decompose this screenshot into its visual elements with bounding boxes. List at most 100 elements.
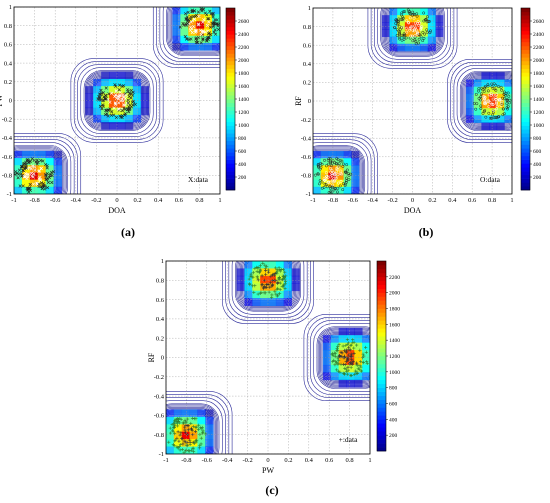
heat-cell (172, 28, 181, 37)
y-tick-label: 0.2 (303, 80, 311, 87)
data-point (133, 102, 137, 107)
data-point (126, 88, 130, 92)
colorbar-segment (377, 371, 386, 377)
data-point (412, 16, 416, 20)
heat-cell (212, 14, 220, 22)
data-point (494, 107, 498, 111)
colorbar-segment (226, 133, 235, 138)
data-point (184, 440, 188, 444)
data-point (329, 164, 333, 168)
colorbar-tick-label: 800 (533, 136, 542, 142)
heat-cell (181, 431, 190, 440)
heat-cell (140, 107, 150, 116)
data-point (341, 188, 345, 192)
data-point (177, 439, 181, 443)
data-point (31, 175, 35, 179)
data-point (198, 446, 202, 450)
heat-cell (362, 372, 370, 381)
colorbar-tick-label: 1000 (238, 123, 249, 129)
data-point (124, 93, 128, 97)
colorbar-segment (521, 61, 530, 66)
heat-cell (93, 78, 102, 87)
data-point (337, 358, 341, 362)
data-point (503, 97, 507, 100)
data-point (178, 433, 182, 437)
heat-cell (343, 179, 352, 188)
data-point (483, 97, 487, 101)
data-point (499, 85, 503, 89)
colorbar-segment (521, 19, 530, 24)
colorbar-tick-label: 2200 (238, 45, 249, 51)
colorbar-segment (521, 34, 530, 39)
heat-cell (196, 35, 205, 44)
heat-cell (189, 409, 198, 418)
data-point (489, 92, 493, 95)
heat-cell (244, 298, 253, 306)
data-point (23, 165, 28, 169)
y-tick-label: 0.4 (303, 61, 312, 68)
heat-cell (117, 71, 126, 80)
data-point (185, 417, 190, 421)
data-point (50, 173, 54, 178)
heat-cell (85, 100, 94, 109)
y-tick-label: 1 (161, 258, 164, 265)
data-point (346, 172, 350, 176)
colorbar-segment (377, 375, 386, 381)
data-point (337, 181, 340, 185)
data-point (207, 31, 212, 35)
data-point (195, 38, 199, 43)
heat-cell (205, 424, 214, 433)
heat-cell (124, 71, 134, 80)
heat-cell (351, 186, 360, 194)
heat-cell (504, 86, 512, 95)
heat-cell (435, 15, 444, 23)
heat-cell (14, 172, 23, 181)
data-point (364, 345, 368, 350)
heat-cell (504, 79, 512, 88)
heat-cell (313, 165, 322, 173)
data-point (422, 19, 426, 23)
colorbar-segment (521, 163, 530, 168)
heat-cell (196, 21, 205, 29)
data-point (424, 17, 428, 21)
data-point (344, 179, 348, 183)
data-point (405, 30, 409, 34)
data-point (343, 354, 347, 358)
data-point (490, 102, 494, 106)
data-point (336, 167, 340, 171)
data-point (193, 28, 197, 32)
heat-cell (389, 22, 398, 30)
data-point (396, 21, 400, 25)
data-point (480, 92, 483, 96)
x-tick-label: 0.6 (468, 197, 477, 204)
heat-cell (351, 158, 360, 166)
heat-cell (313, 151, 322, 159)
heat-cell (283, 268, 292, 277)
heat-cell (166, 431, 175, 440)
data-point (199, 7, 203, 11)
heat-cell (404, 29, 413, 38)
data-point (248, 274, 252, 278)
data-point (18, 184, 22, 188)
data-point (23, 172, 28, 176)
data-point (404, 26, 408, 30)
data-point (167, 440, 171, 444)
data-point (417, 41, 421, 45)
heat-cell (180, 21, 189, 29)
colorbar-segment (521, 182, 530, 187)
data-point (118, 83, 122, 87)
colorbar-tick-label: 600 (238, 149, 247, 155)
data-point (273, 289, 277, 293)
heat-cell (338, 379, 347, 388)
heat-cell (466, 101, 475, 109)
heat-cell (189, 416, 198, 425)
data-point (497, 85, 501, 89)
heat-cell (420, 36, 429, 45)
colorbar-segment (226, 11, 235, 16)
data-point (257, 270, 261, 275)
colorbar-segment (521, 106, 530, 111)
data-point (191, 450, 196, 454)
heat-cell (427, 43, 436, 52)
data-point (347, 353, 351, 357)
data-point (489, 94, 493, 98)
